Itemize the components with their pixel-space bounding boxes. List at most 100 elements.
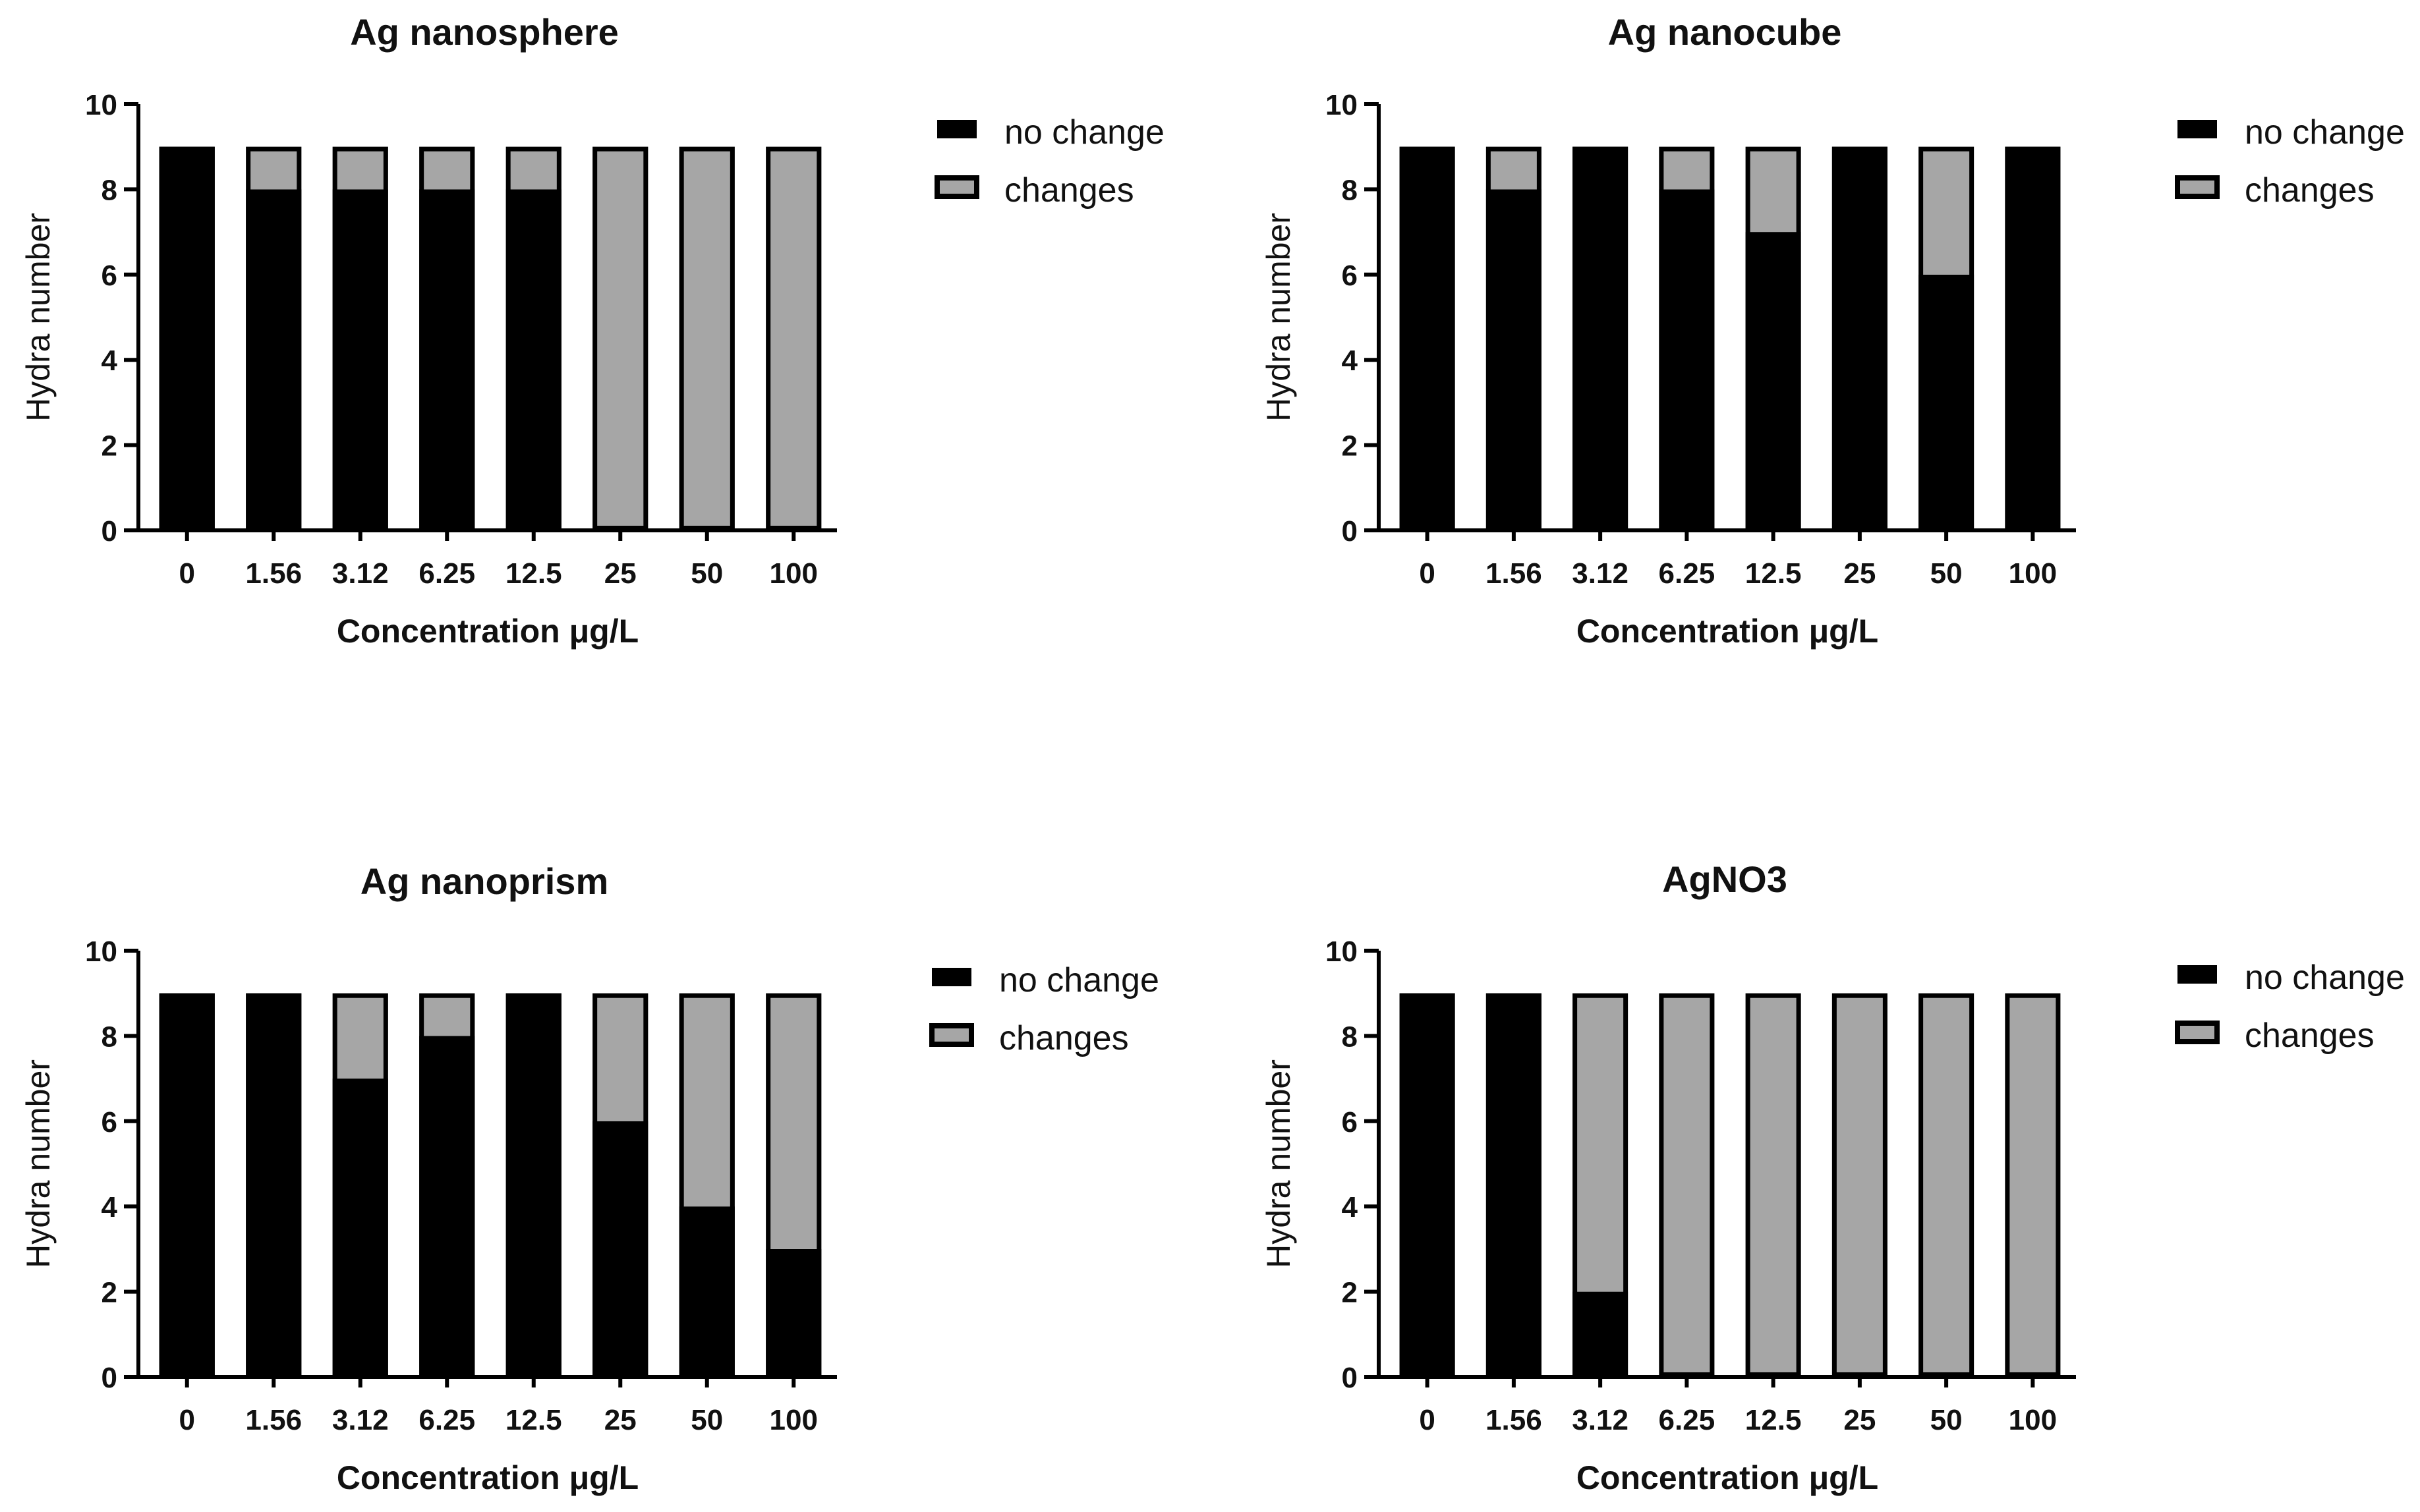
y-tick-label: 0 [1342, 1362, 1358, 1394]
x-tick-label: 0 [179, 557, 195, 590]
x-tick-label: 12.5 [1745, 557, 1802, 590]
bar-changes-6-25 [419, 993, 475, 1036]
legend-swatch-no-change [932, 968, 971, 986]
bar-changes-50 [1918, 146, 1974, 275]
bar-outline-6-25 [419, 146, 475, 530]
bar-no-change-50 [1918, 274, 1974, 530]
x-tick-label: 0 [179, 1404, 195, 1436]
bar-outline-12-5 [505, 993, 562, 1377]
bar-no-change-3-12 [332, 1078, 388, 1377]
chart-panel-ag-nanosphere: Ag nanosphere 0 1.56 3.12 6.25 12.5 25 50 100 0 2 4… [20, 11, 1165, 650]
bar-changes-12-5 [1745, 993, 1801, 1377]
bar-outline-0 [159, 993, 215, 1377]
bar-no-change-0 [159, 993, 215, 1377]
y-tick-label: 0 [101, 1362, 117, 1394]
x-tick-label: 100 [770, 557, 818, 590]
bar-group [1399, 146, 2061, 530]
x-tick-label: 12.5 [1745, 1404, 1802, 1436]
x-axis-label: Concentration μg/L [337, 613, 639, 650]
legend-label-changes: changes [2245, 171, 2375, 210]
bar-outline-100 [766, 993, 822, 1377]
bar-outline-0 [1399, 993, 1455, 1377]
x-tick-label: 6.25 [1659, 1404, 1715, 1436]
bar-changes-3-12 [332, 146, 388, 190]
bar-no-change-1-56 [246, 189, 302, 530]
bar-changes-100 [766, 993, 822, 1249]
bar-changes-1-56 [1485, 146, 1541, 190]
bar-outline-50 [1918, 146, 1974, 530]
bar-changes-3-12 [332, 993, 388, 1079]
bar-no-change-0 [1399, 993, 1455, 1377]
y-tick-label: 2 [101, 1277, 117, 1309]
bar-no-change-1-56 [246, 993, 302, 1377]
x-tick-label: 50 [1930, 557, 1963, 590]
y-tick-label: 6 [101, 1106, 117, 1138]
x-axis-label: Concentration μg/L [337, 1459, 639, 1496]
x-tick-label: 0 [1419, 557, 1435, 590]
bar-changes-100 [2005, 993, 2061, 1377]
bar-outline-3-12 [1572, 993, 1628, 1377]
x-tick-label: 12.5 [505, 1404, 562, 1436]
bar-no-change-100 [766, 1248, 822, 1377]
y-tick-label: 6 [1342, 1106, 1358, 1138]
chart-panel-ag-nanoprism: Ag nanoprism 0 1.56 3.12 6.25 12.5 25 50 100 0 2 4 6… [20, 860, 1159, 1496]
x-tick-label: 50 [1930, 1404, 1963, 1436]
x-tick-label: 1.56 [245, 1404, 302, 1436]
x-axis-label: Concentration μg/L [1576, 613, 1878, 650]
y-tick-label: 4 [101, 345, 118, 377]
x-tick-label: 6.25 [418, 557, 475, 590]
bar-outline-1-56 [1485, 993, 1541, 1377]
bar-outline-12-5 [1745, 146, 1801, 530]
chart-title: AgNO3 [1662, 858, 1787, 900]
bar-group [159, 993, 822, 1377]
legend-label-changes: changes [999, 1019, 1129, 1057]
bar-changes-12-5 [505, 146, 562, 190]
bar-no-change-0 [159, 146, 215, 530]
bar-no-change-12-5 [505, 993, 562, 1377]
bar-outline-0 [1399, 146, 1455, 530]
y-tick-label: 8 [1342, 174, 1358, 206]
y-tick-label: 2 [1342, 1277, 1358, 1309]
legend-label-changes: changes [1004, 171, 1134, 210]
y-tick-label: 10 [85, 936, 117, 968]
chart-title: Ag nanocube [1608, 11, 1842, 53]
legend: no change changes [2175, 959, 2405, 1055]
bar-outline-1-56 [246, 146, 302, 530]
y-tick-label: 4 [1342, 1191, 1358, 1223]
y-axis-label: Hydra number [20, 213, 57, 422]
x-tick-label: 25 [1843, 1404, 1876, 1436]
bar-outline-100 [766, 146, 822, 530]
y-tick-label: 6 [1342, 260, 1358, 292]
legend: no change changes [2175, 113, 2405, 210]
x-tick-label: 0 [1419, 1404, 1435, 1436]
legend-label-changes: changes [2245, 1017, 2375, 1055]
bar-no-change-6-25 [419, 1036, 475, 1377]
chart-panel-ag-nanocube: Ag nanocube 0 1.56 3.12 6.25 12.5 25 50 100 0 2 4 6 8… [1260, 11, 2405, 650]
bar-outline-50 [679, 993, 735, 1377]
bar-outline-50 [1918, 993, 1974, 1377]
bar-changes-50 [679, 146, 735, 530]
bar-outline-25 [592, 993, 648, 1377]
bar-changes-3-12 [1572, 993, 1628, 1292]
bar-no-change-25 [1831, 146, 1887, 530]
bar-outline-50 [679, 146, 735, 530]
bar-outline-0 [159, 146, 215, 530]
legend: no change changes [929, 961, 1159, 1057]
y-tick-label: 0 [101, 515, 117, 547]
bar-group [1399, 993, 2061, 1377]
bar-no-change-3-12 [1572, 1291, 1628, 1377]
bar-no-change-6-25 [419, 189, 475, 530]
bar-outline-3-12 [332, 146, 388, 530]
y-tick-label: 4 [1342, 345, 1358, 377]
bar-changes-100 [766, 146, 822, 530]
bar-no-change-1-56 [1485, 189, 1541, 530]
x-tick-label: 3.12 [1572, 1404, 1628, 1436]
x-tick-label: 1.56 [1485, 1404, 1542, 1436]
bar-outline-3-12 [1572, 146, 1628, 530]
bar-no-change-1-56 [1485, 993, 1541, 1377]
chart-title: Ag nanoprism [360, 860, 608, 902]
bar-outline-6-25 [1659, 993, 1715, 1377]
x-tick-label: 1.56 [1485, 557, 1542, 590]
bar-no-change-12-5 [505, 189, 562, 530]
x-tick-label: 3.12 [332, 1404, 389, 1436]
